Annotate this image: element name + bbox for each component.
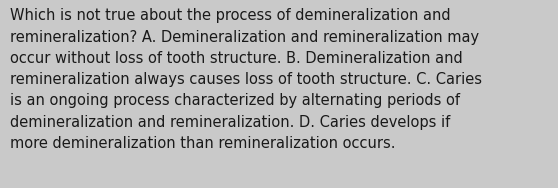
Text: Which is not true about the process of demineralization and
remineralization? A.: Which is not true about the process of d…	[10, 8, 482, 151]
